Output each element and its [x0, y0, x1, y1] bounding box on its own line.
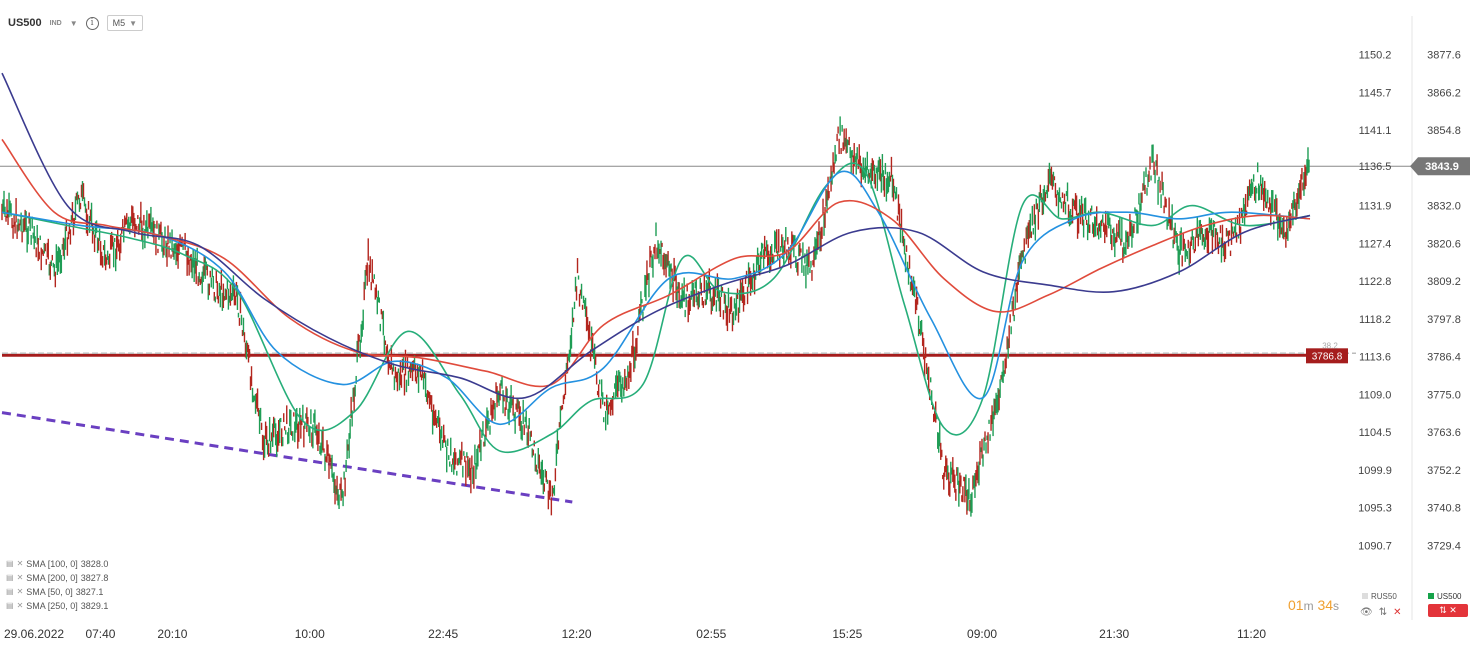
y-tick-label-left: 1090.7 — [1358, 540, 1392, 552]
y-tick-label-right: 3797.8 — [1427, 314, 1461, 326]
compare-instrument-rus50[interactable]: RUS50 — [1362, 592, 1397, 601]
eye-icon[interactable]: 👁 — [1360, 607, 1373, 618]
symbol-name[interactable]: US500 — [8, 17, 42, 29]
legend-item-sma200[interactable]: ▤ ✕ SMA [200, 0] 3827.8 — [6, 571, 108, 585]
instrument-label: RUS50 — [1371, 592, 1397, 601]
close-icon[interactable]: ✕ — [1393, 607, 1402, 618]
y-tick-label-left: 1131.9 — [1359, 201, 1392, 213]
y-tick-label-right: 3775.0 — [1427, 389, 1461, 401]
legend-label: SMA [200, 0] — [26, 573, 78, 583]
y-tick-label-right: 3786.4 — [1427, 352, 1461, 364]
x-tick-label: 20:10 — [157, 627, 187, 641]
x-tick-label: 12:20 — [562, 627, 592, 641]
settings-icon[interactable]: ▤ — [6, 601, 14, 610]
legend-label: SMA [100, 0] — [26, 559, 78, 569]
x-tick-label: 15:25 — [832, 627, 862, 641]
settings-icon[interactable]: ▤ — [6, 573, 14, 582]
sma-line-4 — [1, 72, 1311, 400]
legend-label: SMA [250, 0] — [26, 601, 78, 611]
reorder-icon[interactable]: ⇅ — [1378, 607, 1388, 618]
y-tick-label-right: 3877.6 — [1427, 50, 1461, 62]
legend-value: 3827.8 — [80, 573, 109, 583]
y-tick-label-left: 1104.5 — [1359, 427, 1392, 439]
y-tick-label-left: 1141.1 — [1359, 125, 1392, 137]
close-icon[interactable]: ✕ — [16, 587, 24, 596]
adjust-icon[interactable]: ⇅ ✕ — [1439, 605, 1457, 615]
y-tick-label-right: 3763.6 — [1427, 427, 1461, 439]
y-tick-label-left: 1095.3 — [1358, 503, 1392, 515]
sma-line-3 — [1, 138, 1311, 388]
timer-m-unit: m — [1303, 599, 1314, 613]
y-tick-label-left: 1109.0 — [1359, 389, 1392, 401]
legend-value: 3829.1 — [80, 601, 109, 611]
legend-item-sma100[interactable]: ▤ ✕ SMA [100, 0] 3828.0 — [6, 557, 108, 571]
y-tick-label-left: 1150.2 — [1359, 50, 1392, 62]
x-tick-label: 10:00 — [295, 627, 325, 641]
info-icon[interactable]: i — [85, 16, 99, 30]
x-tick-label: 07:40 — [85, 627, 115, 641]
y-tick-label-left: 1136.5 — [1359, 161, 1392, 173]
y-tick-label-right: 3729.4 — [1427, 540, 1461, 552]
x-tick-label: 11:20 — [1237, 627, 1266, 641]
timeframe-chevron-icon: ▼ — [129, 18, 138, 28]
timeframe-select[interactable]: M5 ▼ — [106, 15, 144, 31]
y-tick-label-left: 1122.8 — [1359, 276, 1392, 288]
y-tick-label-left: 1118.2 — [1359, 314, 1391, 326]
y-tick-label-right: 3752.2 — [1427, 465, 1461, 477]
x-tick-label: 09:00 — [967, 627, 997, 641]
y-tick-label-right: 3820.6 — [1427, 238, 1461, 250]
y-tick-label-right: 3854.8 — [1427, 125, 1461, 137]
settings-icon[interactable]: ▤ — [6, 587, 14, 596]
y-tick-label-left: 1145.7 — [1359, 87, 1392, 99]
x-tick-label: 02:55 — [696, 627, 726, 641]
instrument-label: US500 — [1437, 592, 1462, 601]
sma-line-2 — [1, 170, 1311, 426]
legend-value: 3828.0 — [80, 559, 109, 569]
legend-label: SMA [50, 0] — [26, 587, 73, 597]
y-tick-label-right: 3809.2 — [1427, 276, 1461, 288]
chart-lines — [0, 72, 1412, 517]
close-icon[interactable]: ✕ — [16, 559, 24, 568]
rus50-controls: 👁 ⇅ ✕ — [1360, 607, 1401, 618]
current-price-tag — [1410, 157, 1470, 176]
close-icon[interactable]: ✕ — [16, 601, 24, 610]
sma-line-1 — [1, 162, 1311, 454]
y-tick-label-left: 1099.9 — [1358, 465, 1392, 477]
chart-axes: 3877.6 1150.2 3866.2 1145.7 3854.8 1141.1 3843… — [4, 50, 1470, 641]
timer-s-unit: s — [1333, 599, 1340, 613]
timeframe-value: M5 — [112, 18, 126, 28]
level-tag — [1306, 348, 1348, 364]
trendline — [1, 411, 573, 504]
level-label: 3786.8 — [1312, 351, 1343, 362]
close-icon[interactable]: ✕ — [16, 573, 24, 582]
color-swatch — [1428, 593, 1434, 599]
x-tick-label: 22:45 — [428, 627, 458, 641]
y-tick-label-right: 3866.2 — [1427, 87, 1461, 99]
symbol-type: IND — [49, 19, 62, 27]
main-instrument-us500[interactable]: US500 — [1428, 592, 1461, 601]
us500-controls[interactable]: ⇅ ✕ — [1428, 604, 1468, 617]
legend-item-sma50[interactable]: ▤ ✕ SMA [50, 0] 3827.1 — [6, 585, 108, 599]
x-tick-label: 29.06.2022 — [4, 627, 64, 641]
color-swatch — [1362, 593, 1368, 599]
x-tick-label: 21:30 — [1099, 627, 1129, 641]
current-price-label: 3843.9 — [1425, 161, 1459, 173]
y-tick-label-right: 3740.8 — [1427, 503, 1461, 515]
fib-label: 38.2 — [1322, 341, 1338, 350]
timer-minutes: 01 — [1288, 597, 1304, 613]
symbol-dropdown-icon[interactable]: ▼ — [69, 18, 78, 28]
legend-value: 3827.1 — [75, 587, 104, 597]
y-tick-label-left: 1113.6 — [1359, 352, 1391, 364]
chart-header: US500 IND ▼ i M5 ▼ — [8, 12, 144, 34]
settings-icon[interactable]: ▤ — [6, 559, 14, 568]
candle-countdown: 01m 34s — [1288, 597, 1339, 613]
indicator-legend: ▤ ✕ SMA [100, 0] 3828.0 ▤ ✕ SMA [200, 0] 3827.… — [6, 557, 108, 613]
legend-item-sma250[interactable]: ▤ ✕ SMA [250, 0] 3829.1 — [6, 599, 108, 613]
timer-seconds: 34 — [1317, 597, 1334, 613]
y-tick-label-right: 3832.0 — [1427, 201, 1461, 213]
y-tick-label-left: 1127.4 — [1359, 238, 1392, 250]
